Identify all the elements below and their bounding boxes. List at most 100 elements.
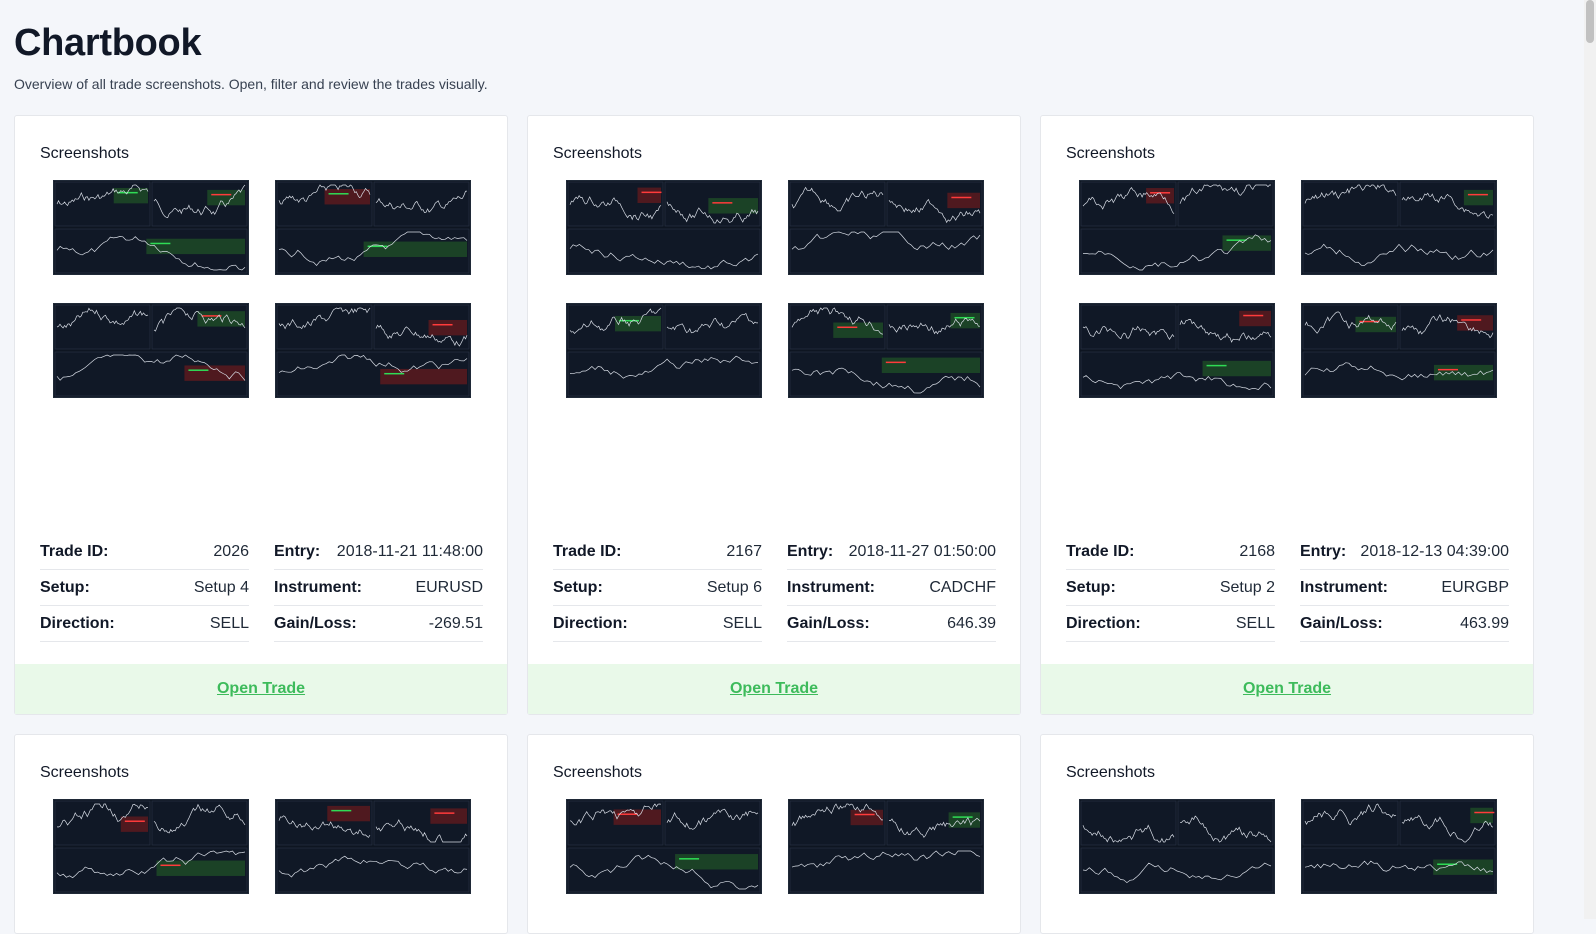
screenshot-gallery <box>1079 180 1499 398</box>
screenshot-thumbnail[interactable] <box>53 303 249 398</box>
screenshot-thumbnail[interactable] <box>566 180 762 275</box>
instrument-label: Instrument: <box>787 578 875 596</box>
screenshot-thumbnail[interactable] <box>1301 303 1497 398</box>
trade-card: Screenshots Trade ID: 2026 Entry: 2018-11-… <box>14 115 508 715</box>
open-trade-link[interactable]: Open Trade <box>1242 680 1332 697</box>
chart-screenshot-image <box>54 800 248 893</box>
screenshot-thumbnail[interactable] <box>1301 799 1497 894</box>
chart-screenshot-image <box>54 181 248 274</box>
screenshot-gallery <box>566 799 986 894</box>
open-trade-link[interactable]: Open Trade <box>729 680 819 697</box>
entry-row: Entry: 2018-11-27 01:50:00 <box>787 534 996 570</box>
trade-id-row: Trade ID: 2168 <box>1066 534 1275 570</box>
chart-screenshot-image <box>789 181 983 274</box>
chart-screenshot-image <box>276 181 470 274</box>
chart-screenshot-image <box>567 304 761 397</box>
trade-card-grid: Screenshots Trade ID: 2026 Entry: 2018-11-… <box>14 115 1534 934</box>
instrument-row: Instrument: EURUSD <box>274 570 483 606</box>
gain-loss-value: -269.51 <box>428 614 483 632</box>
screenshot-thumbnail[interactable] <box>566 303 762 398</box>
direction-row: Direction: SELL <box>553 606 762 642</box>
screenshot-thumbnail[interactable] <box>53 799 249 894</box>
screenshot-thumbnail[interactable] <box>53 180 249 275</box>
trade-id-value: 2167 <box>726 542 762 560</box>
setup-value: Setup 6 <box>706 578 762 596</box>
trade-card: Screenshots <box>1040 734 1534 934</box>
instrument-label: Instrument: <box>1300 578 1388 596</box>
trade-id-label: Trade ID: <box>40 542 109 560</box>
screenshot-thumbnail[interactable] <box>788 303 984 398</box>
setup-label: Setup: <box>40 578 90 596</box>
direction-row: Direction: SELL <box>1066 606 1275 642</box>
instrument-row: Instrument: CADCHF <box>787 570 996 606</box>
trade-id-label: Trade ID: <box>1066 542 1135 560</box>
screenshots-heading: Screenshots <box>553 764 642 781</box>
chart-screenshot-image <box>276 800 470 893</box>
page-subtitle: Overview of all trade screenshots. Open,… <box>14 76 488 92</box>
screenshots-heading: Screenshots <box>1066 145 1155 162</box>
screenshot-gallery <box>1079 799 1499 894</box>
instrument-row: Instrument: EURGBP <box>1300 570 1509 606</box>
screenshot-gallery <box>566 180 986 398</box>
entry-value: 2018-11-27 01:50:00 <box>848 542 996 560</box>
setup-row: Setup: Setup 4 <box>40 570 249 606</box>
screenshot-thumbnail[interactable] <box>1301 180 1497 275</box>
screenshot-thumbnail[interactable] <box>788 799 984 894</box>
chart-screenshot-image <box>276 304 470 397</box>
instrument-value: EURGBP <box>1441 578 1509 596</box>
direction-value: SELL <box>722 614 762 632</box>
direction-label: Direction: <box>1066 614 1141 632</box>
screenshot-thumbnail[interactable] <box>275 303 471 398</box>
trade-id-value: 2168 <box>1239 542 1275 560</box>
instrument-value: CADCHF <box>929 578 996 596</box>
setup-value: Setup 2 <box>1219 578 1275 596</box>
setup-label: Setup: <box>553 578 603 596</box>
trade-card: Screenshots <box>527 734 1021 934</box>
direction-row: Direction: SELL <box>40 606 249 642</box>
open-trade-link[interactable]: Open Trade <box>216 680 306 697</box>
chart-screenshot-image <box>1302 181 1496 274</box>
setup-label: Setup: <box>1066 578 1116 596</box>
gain-loss-label: Gain/Loss: <box>1300 614 1383 632</box>
instrument-label: Instrument: <box>274 578 362 596</box>
page-scrollbar[interactable] <box>1584 0 1596 919</box>
trade-details: Trade ID: 2026 Entry: 2018-11-21 11:48:00 … <box>40 534 483 642</box>
gain-loss-row: Gain/Loss: -269.51 <box>274 606 483 642</box>
screenshot-thumbnail[interactable] <box>1079 799 1275 894</box>
screenshot-thumbnail[interactable] <box>566 799 762 894</box>
trade-id-label: Trade ID: <box>553 542 622 560</box>
chart-screenshot-image <box>567 181 761 274</box>
gain-loss-label: Gain/Loss: <box>787 614 870 632</box>
gain-loss-value: 646.39 <box>947 614 996 632</box>
screenshot-thumbnail[interactable] <box>1079 180 1275 275</box>
screenshot-thumbnail[interactable] <box>275 180 471 275</box>
entry-label: Entry: <box>1300 542 1347 560</box>
chart-screenshot-image <box>1080 304 1274 397</box>
chart-screenshot-image <box>1080 181 1274 274</box>
direction-label: Direction: <box>553 614 628 632</box>
screenshot-thumbnail[interactable] <box>788 180 984 275</box>
card-footer: Open Trade <box>528 664 1020 714</box>
screenshot-thumbnail[interactable] <box>275 799 471 894</box>
trade-id-row: Trade ID: 2167 <box>553 534 762 570</box>
screenshot-thumbnail[interactable] <box>1079 303 1275 398</box>
chart-screenshot-image <box>54 304 248 397</box>
chart-screenshot-image <box>789 800 983 893</box>
card-footer: Open Trade <box>15 664 507 714</box>
trade-card: Screenshots Trade ID: 2167 Entry: 2018-11-… <box>527 115 1021 715</box>
direction-value: SELL <box>1235 614 1275 632</box>
screenshot-gallery <box>53 799 473 894</box>
screenshots-heading: Screenshots <box>40 764 129 781</box>
screenshots-heading: Screenshots <box>40 145 129 162</box>
entry-label: Entry: <box>787 542 834 560</box>
entry-value: 2018-11-21 11:48:00 <box>336 542 483 560</box>
screenshots-heading: Screenshots <box>1066 764 1155 781</box>
chart-screenshot-image <box>1080 800 1274 893</box>
card-footer: Open Trade <box>1041 664 1533 714</box>
screenshot-gallery <box>53 180 473 398</box>
trade-id-value: 2026 <box>213 542 249 560</box>
scrollbar-thumb[interactable] <box>1586 0 1594 43</box>
screenshots-heading: Screenshots <box>553 145 642 162</box>
entry-value: 2018-12-13 04:39:00 <box>1360 542 1509 560</box>
trade-details: Trade ID: 2167 Entry: 2018-11-27 01:50:00 … <box>553 534 996 642</box>
